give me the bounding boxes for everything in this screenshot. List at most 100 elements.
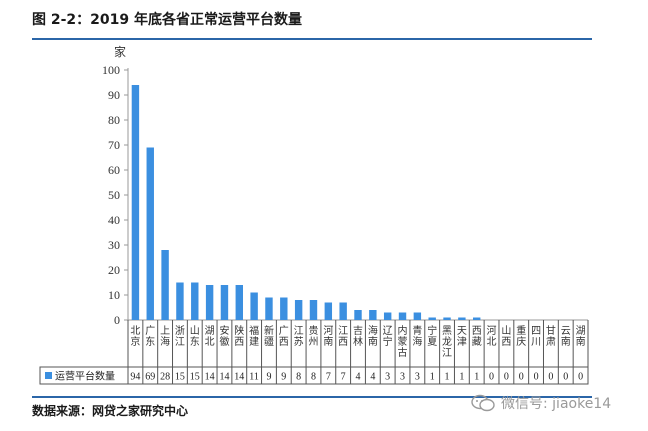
bar-江苏 [294, 300, 303, 320]
data-table-value: 7 [341, 372, 346, 383]
data-table-value: 1 [445, 372, 450, 383]
data-table-value: 3 [415, 372, 420, 383]
legend-swatch [45, 372, 52, 379]
y-tick-label: 40 [108, 213, 120, 227]
y-axis-unit-label: 家 [114, 44, 126, 59]
bar-湖北 [205, 285, 214, 320]
category-label: 甘肃 [546, 324, 556, 348]
y-tick-label: 50 [108, 188, 120, 202]
y-tick-label: 30 [108, 238, 120, 252]
category-label: 海南 [368, 324, 378, 348]
chart-title: 图 2-2：2019 年底各省正常运营平台数量 [32, 12, 303, 28]
watermark: 微信号: jiaoke14 [470, 393, 611, 413]
bar-海南 [369, 310, 377, 320]
source-note: 数据来源：网贷之家研究中心 [32, 404, 189, 418]
bar-广东 [146, 147, 154, 320]
bar-贵州 [309, 300, 318, 320]
bar-广西 [280, 297, 288, 320]
category-label: 广东 [145, 325, 155, 348]
category-label: 陕西 [234, 324, 244, 348]
data-table-value: 0 [534, 372, 539, 383]
y-tick-label: 70 [108, 138, 120, 152]
data-table-value: 0 [563, 372, 568, 383]
data-table-value: 8 [296, 372, 301, 383]
bar-天津 [458, 317, 466, 320]
bar-北京 [131, 85, 140, 320]
legend-label: 运营平台数量 [55, 370, 115, 383]
category-label: 黑龙江 [442, 325, 452, 359]
category-label: 河南 [323, 325, 333, 348]
category-label: 浙江 [175, 325, 185, 348]
y-axis: 家 0 10 20 30 40 50 60 70 80 90 100 [102, 44, 588, 327]
data-table-value: 14 [205, 372, 215, 383]
category-label: 安徽 [219, 324, 229, 348]
category-label: 湖北 [205, 325, 215, 348]
data-table-value: 9 [266, 372, 271, 383]
category-label: 重庆 [516, 324, 526, 348]
category-label: 湖南 [576, 325, 586, 348]
bar-青海 [413, 312, 422, 320]
bar-辽宁 [383, 312, 392, 320]
bar-吉林 [354, 310, 362, 320]
bar-内蒙古 [398, 312, 407, 320]
category-label: 辽宁 [383, 325, 393, 348]
data-table-value: 15 [175, 372, 185, 383]
data-table-value: 1 [430, 372, 435, 383]
category-label: 福建 [249, 324, 259, 348]
data-table-value: 69 [145, 372, 155, 383]
category-label: 北京 [130, 325, 140, 348]
y-tick-label: 100 [102, 63, 120, 77]
bottom-rule [32, 396, 592, 398]
y-tick-label: 80 [108, 113, 120, 127]
bar-安徽 [220, 285, 229, 320]
category-label: 内蒙古 [398, 324, 408, 359]
watermark-text: 微信号: jiaoke14 [501, 396, 612, 412]
data-table-value: 0 [504, 372, 509, 383]
data-table-value: 11 [249, 372, 259, 383]
category-label: 山东 [190, 325, 200, 348]
data-table-value: 0 [489, 372, 494, 383]
bar-河南 [324, 302, 333, 320]
bar-上海 [161, 250, 169, 320]
data-table-value: 9 [281, 372, 286, 383]
data-table-value: 1 [474, 372, 479, 383]
data-table-value: 14 [219, 372, 229, 383]
bar-福建 [250, 292, 258, 320]
bar-浙江 [176, 282, 184, 320]
category-label: 天津 [457, 326, 467, 348]
bar-山东 [191, 282, 199, 320]
category-label: 宁夏 [427, 324, 437, 348]
data-table-value: 8 [311, 372, 316, 383]
data-table-value: 0 [548, 372, 553, 383]
category-label: 西藏 [472, 326, 482, 348]
wechat-icon [471, 394, 495, 412]
y-tick-label: 90 [108, 88, 120, 102]
category-label: 河北 [487, 325, 497, 348]
category-label: 山西 [501, 325, 511, 348]
data-table-value: 0 [519, 372, 524, 383]
bars [131, 85, 481, 320]
data-table-value: 3 [400, 372, 405, 383]
data-table-value: 14 [234, 372, 244, 383]
data-table: 运营平台数量 94 69 28 15 15 14 14 14 11 9 9 8 8 7 7 4 4 3 3 3 1 1 1 1 0… [39, 320, 589, 385]
bar-黑龙江 [443, 317, 451, 320]
bar-新疆 [265, 297, 273, 320]
data-table-value: 0 [578, 372, 583, 383]
category-label: 青海 [412, 324, 422, 348]
data-table-value: 28 [160, 372, 170, 383]
category-label: 贵州 [308, 324, 318, 348]
top-rule [32, 38, 592, 40]
data-table-value: 1 [459, 372, 464, 383]
data-table-value: 3 [385, 372, 390, 383]
bar-西藏 [473, 317, 481, 320]
bar-江西 [339, 302, 347, 320]
data-table-value: 15 [190, 372, 200, 383]
category-label: 四川 [531, 326, 541, 348]
category-label: 上海 [160, 325, 170, 348]
bar-陕西 [235, 285, 243, 320]
category-label: 吉林 [353, 325, 363, 348]
y-tick-label: 20 [108, 263, 120, 277]
category-label: 江西 [338, 325, 348, 348]
data-table-value: 94 [130, 372, 140, 383]
